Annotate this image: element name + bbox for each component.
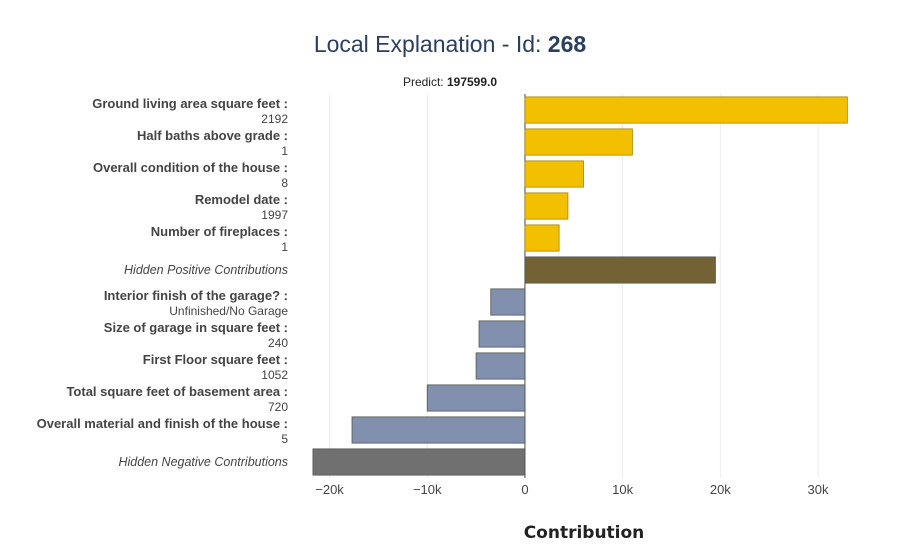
bar-hidden-positive[interactable] bbox=[524, 256, 716, 284]
bar-positive[interactable] bbox=[524, 128, 633, 156]
y-label-value: 240 bbox=[268, 336, 288, 350]
predict-value: 197599.0 bbox=[446, 75, 498, 89]
y-label-feature: Interior finish of the garage? : bbox=[104, 288, 288, 303]
y-label-value: 8 bbox=[281, 176, 288, 190]
bar-layer bbox=[312, 96, 848, 476]
x-tick-label: −10k bbox=[413, 482, 442, 497]
y-label-feature: First Floor square feet : bbox=[143, 352, 288, 367]
y-label-value: 720 bbox=[268, 400, 288, 414]
bar-positive[interactable] bbox=[524, 224, 560, 252]
y-label-value: 1997 bbox=[261, 208, 288, 222]
title-id: 268 bbox=[547, 31, 587, 57]
chart-title: Local Explanation - Id: 268 bbox=[0, 31, 900, 58]
y-label-value: 1 bbox=[281, 240, 288, 254]
x-tick-label: 20k bbox=[710, 482, 731, 497]
bar-hidden-negative[interactable] bbox=[312, 448, 526, 476]
label-layer: Ground living area square feet :2192 Half… bbox=[37, 96, 289, 469]
grid-layer bbox=[329, 94, 819, 478]
x-axis-label: Contribution bbox=[524, 523, 645, 543]
y-label-value: 5 bbox=[281, 432, 288, 446]
tick-layer: −20k −10k 0 10k 20k 30k bbox=[315, 482, 829, 497]
y-label-feature: Size of garage in square feet : bbox=[104, 320, 288, 335]
y-label-feature: Remodel date : bbox=[195, 192, 288, 207]
bar-negative[interactable] bbox=[351, 416, 526, 444]
bar-positive[interactable] bbox=[524, 192, 569, 220]
bar-positive[interactable] bbox=[524, 160, 584, 188]
y-label-hidden: Hidden Positive Contributions bbox=[124, 263, 288, 277]
y-label-hidden: Hidden Negative Contributions bbox=[118, 455, 288, 469]
y-label-feature: Overall condition of the house : bbox=[93, 160, 288, 175]
y-label-feature: Overall material and finish of the house… bbox=[37, 416, 288, 431]
chart-subtitle: Predict: 197599.0 bbox=[0, 75, 900, 89]
y-label-value: Unfinished/No Garage bbox=[169, 304, 288, 318]
y-label-feature: Half baths above grade : bbox=[137, 128, 288, 143]
x-tick-label: 0 bbox=[521, 482, 528, 497]
x-tick-label: 10k bbox=[612, 482, 633, 497]
bar-negative[interactable] bbox=[426, 384, 526, 412]
y-label-feature: Number of fireplaces : bbox=[151, 224, 288, 239]
bar-negative[interactable] bbox=[490, 288, 526, 316]
bar-negative[interactable] bbox=[475, 352, 526, 380]
bar-positive[interactable] bbox=[524, 96, 848, 124]
title-prefix: Local Explanation - Id: bbox=[313, 31, 548, 57]
y-label-value: 1052 bbox=[261, 368, 288, 382]
x-tick-label: 30k bbox=[808, 482, 829, 497]
y-label-value: 1 bbox=[281, 144, 288, 158]
y-label-feature: Total square feet of basement area : bbox=[66, 384, 288, 399]
y-label-value: 2192 bbox=[261, 112, 288, 126]
x-tick-label: −20k bbox=[315, 482, 344, 497]
y-label-feature: Ground living area square feet : bbox=[92, 96, 288, 111]
predict-label: Predict: bbox=[402, 75, 447, 89]
bar-negative[interactable] bbox=[478, 320, 526, 348]
